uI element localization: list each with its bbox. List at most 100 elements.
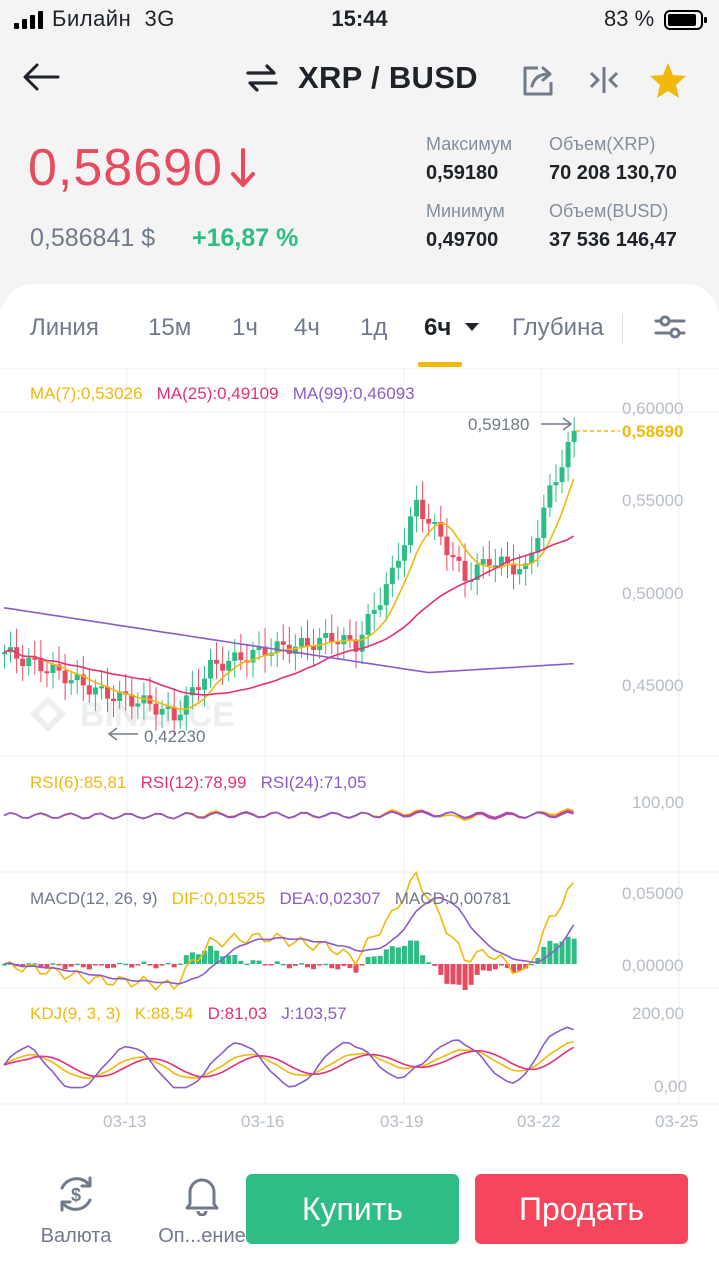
bell-icon	[185, 1178, 219, 1217]
macd-bar	[517, 964, 523, 971]
alerts-button[interactable]: Оп...ение	[152, 1172, 252, 1248]
volume-quote-value: 37 536 146,47	[549, 229, 677, 251]
macd-bar	[474, 964, 480, 975]
carrier: Билайн 3G	[52, 6, 175, 31]
macd-bar	[153, 964, 159, 969]
date-label: 03-25	[655, 1112, 699, 1131]
buy-button[interactable]: Купить	[246, 1174, 459, 1244]
macd-bar	[232, 954, 238, 964]
macd-bar	[438, 964, 444, 975]
candle	[105, 668, 111, 712]
compare-icon[interactable]	[588, 64, 620, 96]
tab-depth[interactable]: Глубина	[512, 314, 604, 341]
macd-bar	[2, 964, 7, 966]
candle	[280, 624, 286, 661]
macd-bar	[559, 941, 565, 964]
macd-bar	[565, 936, 571, 964]
kdj-legend: KDJ(9, 3, 3) K:88,54 D:81,03 J:103,57	[30, 1004, 347, 1023]
candle	[377, 587, 383, 618]
tab-6h[interactable]: 6ч	[424, 314, 452, 341]
star-icon[interactable]	[648, 62, 688, 100]
tab-15m[interactable]: 15м	[148, 314, 192, 341]
high-marker: 0,59180	[468, 415, 573, 434]
candle	[480, 546, 486, 579]
candle	[26, 647, 32, 676]
macd-bar	[547, 940, 553, 964]
macd-bar	[208, 945, 214, 964]
macd-legend: MACD(12, 26, 9) DIF:0,01525 DEA:0,02307 …	[30, 889, 511, 908]
candle	[529, 536, 535, 575]
rsi-axis-label: 100,00	[632, 793, 684, 812]
pair-title: XRP / BUSD	[298, 60, 478, 95]
candle	[2, 644, 7, 669]
macd-bar	[389, 946, 395, 964]
macd-bar	[468, 964, 474, 985]
macd-bar	[305, 964, 310, 968]
macd-bar	[274, 961, 280, 964]
candle	[171, 688, 177, 737]
candle	[468, 562, 474, 591]
candle	[553, 464, 559, 502]
currency-button[interactable]: $ Валюта	[26, 1172, 126, 1248]
candle	[68, 670, 74, 696]
kdj-axis-label: 200,00	[632, 1004, 684, 1023]
candle	[92, 679, 98, 711]
candle	[86, 670, 92, 703]
price-axis-label: 0,50000	[622, 584, 684, 603]
chart-canvas[interactable]: BINANCE 0,59180 0,42230	[0, 368, 719, 1138]
sell-button[interactable]: Продать	[475, 1174, 688, 1244]
candle	[329, 614, 335, 654]
candle	[20, 644, 26, 682]
macd-bar	[335, 964, 341, 970]
tab-1d[interactable]: 1д	[360, 314, 388, 341]
macd-bar	[68, 964, 74, 967]
dea-line	[3, 896, 575, 985]
signal-icon	[14, 11, 43, 29]
candle	[286, 626, 292, 664]
macd-bar	[141, 961, 147, 964]
candle	[389, 555, 395, 598]
interval-tabs: Линия 15м 1ч 4ч 1д 6ч Глубина	[0, 284, 719, 370]
macd-bar	[38, 964, 44, 968]
macd-bar	[432, 964, 438, 966]
date-label: 03-19	[380, 1112, 424, 1131]
back-arrow-icon[interactable]	[22, 62, 60, 92]
share-icon[interactable]	[522, 64, 556, 96]
candle	[214, 642, 220, 680]
macd-bar	[450, 964, 456, 985]
macd-bar	[226, 955, 232, 964]
settings-sliders-icon[interactable]	[654, 314, 686, 340]
macd-bar	[165, 962, 171, 965]
caret-down-icon[interactable]	[464, 322, 480, 332]
low-value: 0,49700	[426, 229, 499, 251]
candle	[80, 655, 86, 702]
candle	[365, 604, 371, 648]
tab-line[interactable]: Линия	[30, 314, 99, 341]
macd-bar	[365, 956, 371, 964]
pair-selector[interactable]: XRP / BUSD	[246, 60, 478, 96]
tab-1h[interactable]: 1ч	[232, 314, 258, 341]
candle	[456, 546, 462, 573]
macd-bar	[462, 964, 468, 990]
kline-chart[interactable]: BINANCE 0,59180 0,42230 MA(7):0,53026 MA…	[0, 368, 719, 1138]
j-line	[3, 1026, 574, 1089]
candle	[504, 541, 510, 579]
ma25-line	[3, 535, 575, 696]
swap-icon	[246, 64, 278, 92]
date-label: 03-22	[517, 1112, 561, 1131]
candle	[14, 628, 20, 674]
macd-bar	[541, 946, 547, 964]
macd-bar	[383, 949, 389, 964]
macd-bar	[268, 964, 274, 966]
tab-4h[interactable]: 4ч	[294, 314, 320, 341]
candle	[347, 619, 353, 648]
macd-bar	[498, 964, 504, 966]
candle	[117, 680, 123, 709]
macd-bar	[123, 963, 129, 966]
volume-quote-label: Объем(BUSD)	[549, 201, 669, 221]
macd-bar	[401, 945, 407, 964]
macd-bar	[62, 964, 68, 970]
macd-bar	[298, 963, 304, 965]
candle	[474, 553, 480, 596]
candle	[438, 505, 444, 546]
